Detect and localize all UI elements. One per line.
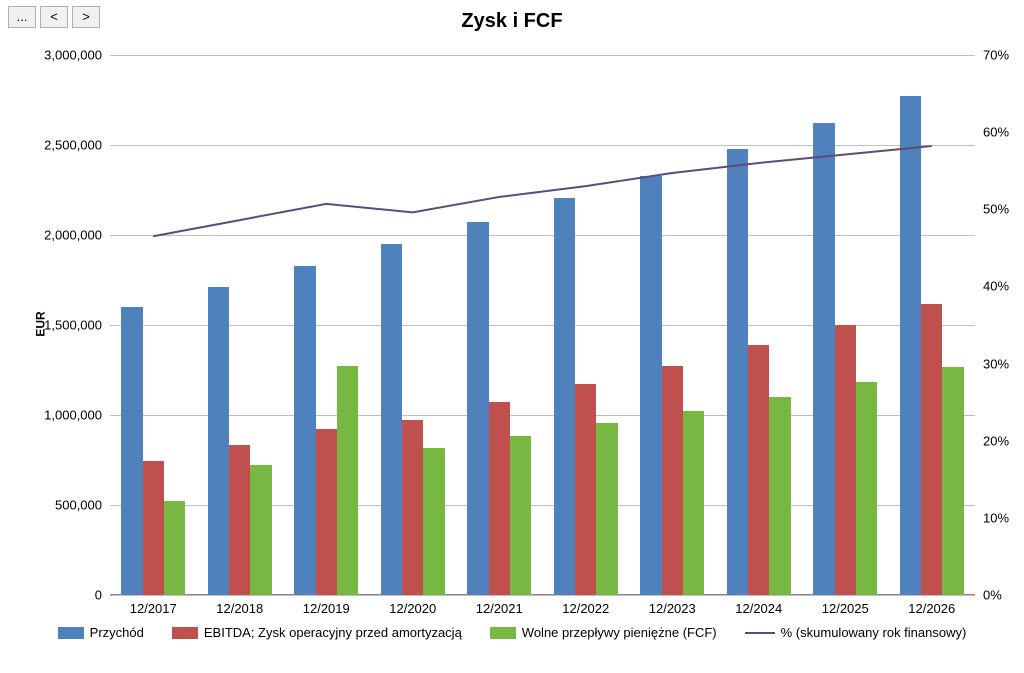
y-right-tick: 20% (975, 433, 1009, 448)
y-left-tick: 1,000,000 (44, 408, 110, 423)
y-left-tick: 2,000,000 (44, 228, 110, 243)
y-left-tick: 0 (95, 588, 110, 603)
x-tick: 12/2022 (562, 595, 609, 616)
y-left-tick: 3,000,000 (44, 48, 110, 63)
legend-item-line: % (skumulowany rok finansowy) (745, 625, 967, 640)
y-right-tick: 30% (975, 356, 1009, 371)
x-tick: 12/2020 (389, 595, 436, 616)
percent-line (110, 55, 975, 595)
legend-item-fcf: Wolne przepływy pieniężne (FCF) (490, 625, 717, 640)
y-right-tick: 70% (975, 48, 1009, 63)
legend-swatch-line (745, 632, 775, 634)
x-tick: 12/2021 (476, 595, 523, 616)
y-right-tick: 60% (975, 125, 1009, 140)
y-right-tick: 40% (975, 279, 1009, 294)
y-right-tick: 50% (975, 202, 1009, 217)
legend-label-fcf: Wolne przepływy pieniężne (FCF) (522, 625, 717, 640)
legend-label-line: % (skumulowany rok finansowy) (781, 625, 967, 640)
x-tick: 12/2018 (216, 595, 263, 616)
y-right-tick: 0% (975, 588, 1002, 603)
x-tick: 12/2019 (303, 595, 350, 616)
chart-legend: Przychód EBITDA; Zysk operacyjny przed a… (0, 625, 1024, 640)
y-left-tick: 500,000 (55, 498, 110, 513)
legend-swatch-fcf (490, 627, 516, 639)
legend-swatch-ebitda (172, 627, 198, 639)
x-tick: 12/2025 (822, 595, 869, 616)
legend-label-ebitda: EBITDA; Zysk operacyjny przed amortyzacj… (204, 625, 462, 640)
legend-item-ebitda: EBITDA; Zysk operacyjny przed amortyzacj… (172, 625, 462, 640)
chart-plot-area: 0500,0001,000,0001,500,0002,000,0002,500… (110, 55, 975, 595)
legend-swatch-revenue (58, 627, 84, 639)
x-tick: 12/2023 (649, 595, 696, 616)
legend-item-revenue: Przychód (58, 625, 144, 640)
legend-label-revenue: Przychód (90, 625, 144, 640)
x-tick: 12/2017 (130, 595, 177, 616)
y-left-tick: 1,500,000 (44, 318, 110, 333)
y-left-tick: 2,500,000 (44, 138, 110, 153)
x-tick: 12/2024 (735, 595, 782, 616)
x-tick: 12/2026 (908, 595, 955, 616)
y-right-tick: 10% (975, 510, 1009, 525)
chart-title: Zysk i FCF (0, 10, 1024, 33)
